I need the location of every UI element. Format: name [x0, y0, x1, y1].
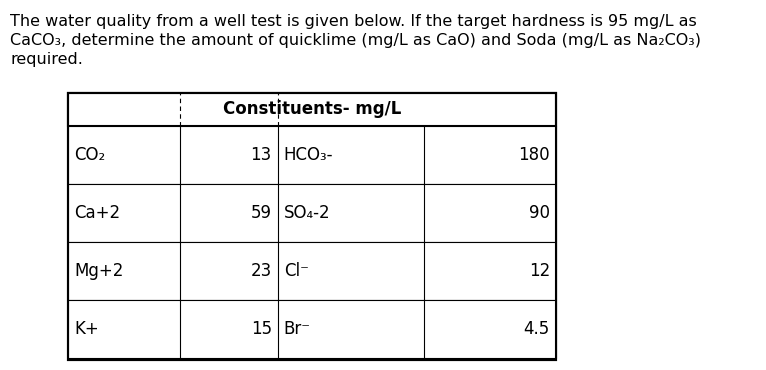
Text: HCO₃-: HCO₃-	[284, 146, 333, 164]
Text: 4.5: 4.5	[524, 320, 550, 338]
Text: required.: required.	[10, 52, 83, 67]
Bar	[68, 93, 556, 126]
Text: Br⁻: Br⁻	[284, 320, 311, 338]
Text: Mg+2: Mg+2	[74, 262, 123, 280]
Text: 12: 12	[529, 262, 550, 280]
Text: Constituents- mg/L: Constituents- mg/L	[223, 101, 401, 118]
Bar	[68, 300, 556, 358]
Text: SO₄-2: SO₄-2	[284, 204, 330, 222]
Bar	[68, 184, 556, 242]
Text: Ca+2: Ca+2	[74, 204, 120, 222]
Text: CO₂: CO₂	[74, 146, 105, 164]
Text: K+: K+	[74, 320, 99, 338]
Text: 180: 180	[519, 146, 550, 164]
Bar	[68, 126, 556, 184]
Text: The water quality from a well test is given below. If the target hardness is 95 : The water quality from a well test is gi…	[10, 14, 697, 29]
Bar	[68, 93, 556, 360]
Text: 13: 13	[250, 146, 272, 164]
Text: 59: 59	[250, 204, 272, 222]
Text: CaCO₃, determine the amount of quicklime (mg/L as CaO) and Soda (mg/L as Na₂CO₃): CaCO₃, determine the amount of quicklime…	[10, 33, 701, 48]
Bar	[68, 93, 556, 360]
Text: Cl⁻: Cl⁻	[284, 262, 309, 280]
Text: 15: 15	[250, 320, 272, 338]
Bar	[68, 242, 556, 300]
Text: 23: 23	[250, 262, 272, 280]
Text: 90: 90	[529, 204, 550, 222]
